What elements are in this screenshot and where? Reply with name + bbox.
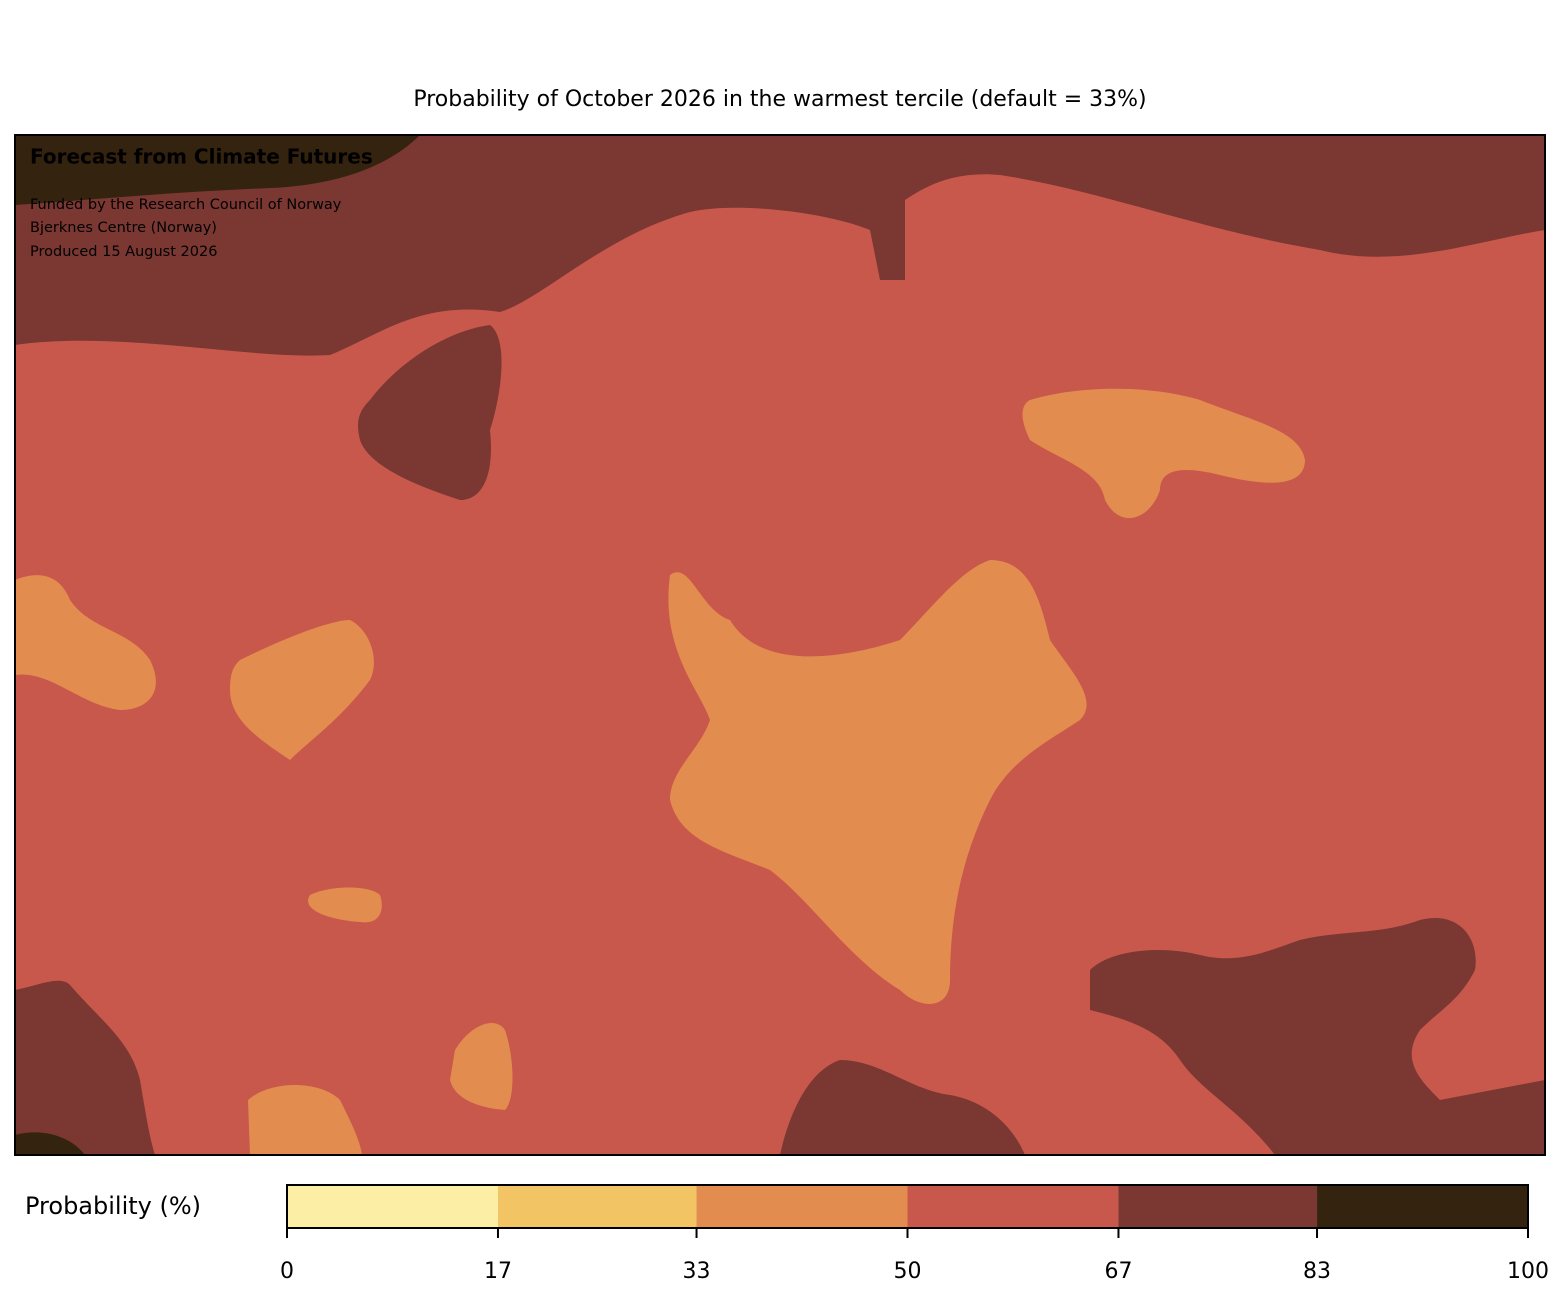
colorbar-segment	[287, 1185, 498, 1228]
region	[248, 1085, 362, 1155]
region	[308, 887, 382, 923]
colorbar-tick-label: 50	[894, 1259, 922, 1284]
colorbar-segment	[1317, 1185, 1528, 1228]
region	[1520, 300, 1545, 330]
colorbar-segment	[1118, 1185, 1318, 1228]
region	[1022, 388, 1305, 519]
colorbar-tick-label: 67	[1104, 1259, 1132, 1284]
region	[450, 1022, 513, 1110]
map-frame	[14, 134, 1546, 1156]
region	[15, 575, 156, 710]
colorbar-label: Probability (%)	[25, 1192, 201, 1220]
region	[358, 325, 502, 500]
region	[15, 135, 420, 205]
region	[668, 560, 1087, 1004]
region	[15, 1132, 85, 1155]
annotation-line: Produced 15 August 2026	[30, 244, 217, 260]
colorbar-segment	[497, 1185, 697, 1228]
colorbar-tick-label: 0	[280, 1259, 294, 1284]
colorbar-segment	[696, 1185, 908, 1228]
colorbar-tick-label: 83	[1303, 1259, 1331, 1284]
colorbar: 0 17 33 50 67 83 100	[280, 1184, 1549, 1284]
region	[15, 135, 1545, 356]
region	[1090, 918, 1545, 1155]
region	[15, 980, 155, 1155]
map-field	[15, 135, 1545, 1155]
colorbar-segment	[907, 1185, 1119, 1228]
annotation-heading: Forecast from Climate Futures	[30, 145, 373, 169]
colorbar-tick-label: 100	[1507, 1259, 1549, 1284]
region	[230, 620, 374, 760]
region	[780, 1060, 1025, 1155]
map-title: Probability of October 2026 in the warme…	[413, 87, 1146, 112]
colorbar-tick-label: 33	[683, 1259, 711, 1284]
annotation-line: Funded by the Research Council of Norway	[30, 197, 342, 213]
annotation-line: Bjerknes Centre (Norway)	[30, 220, 217, 236]
colorbar-tick-label: 17	[484, 1259, 512, 1284]
